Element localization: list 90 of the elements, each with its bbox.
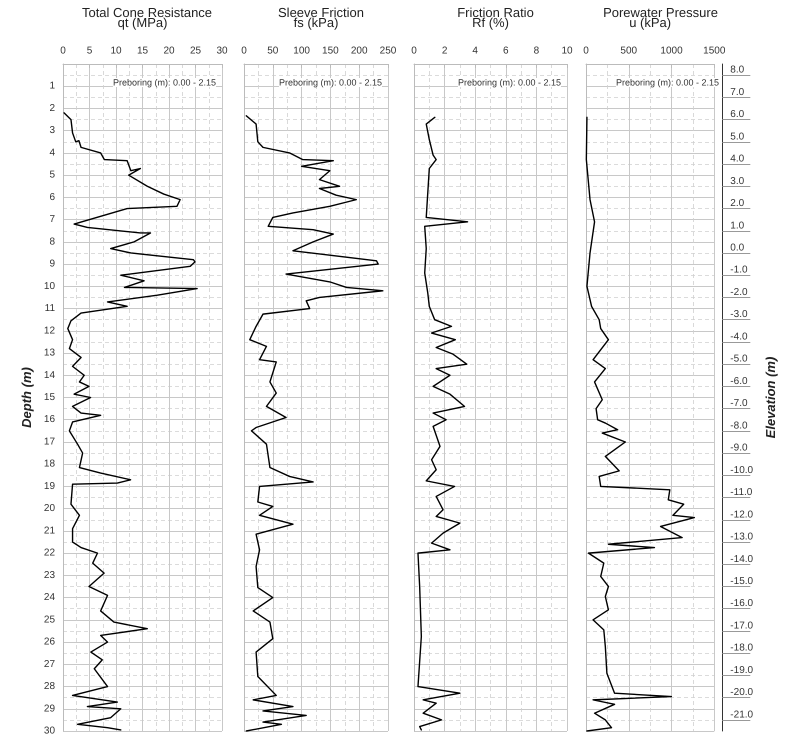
x-tick-label: 0 bbox=[583, 46, 590, 56]
y-tick-label: 30 bbox=[44, 726, 56, 736]
text: -15.0 bbox=[730, 576, 754, 587]
x-tick-label: 8 bbox=[534, 46, 540, 56]
y-tick-label: 6 bbox=[49, 192, 56, 203]
text: -18.0 bbox=[730, 642, 754, 654]
x-tick-label: 150 bbox=[322, 46, 340, 56]
y-tick-label: 19 bbox=[44, 480, 56, 492]
x-tick-label: 0 bbox=[241, 46, 248, 56]
y-tick-label: 8 bbox=[49, 236, 56, 248]
y2-axis-title: Elevation (m) bbox=[763, 356, 778, 438]
y-tick-label: 26 bbox=[44, 636, 56, 648]
text: -10.0 bbox=[730, 464, 754, 476]
y-tick-label: 28 bbox=[44, 681, 56, 692]
text: -5.0 bbox=[730, 354, 748, 365]
y-tick-label: 4 bbox=[49, 147, 56, 158]
y-tick-label: 13 bbox=[44, 348, 56, 359]
text: -13.0 bbox=[730, 532, 754, 543]
y-tick-label: 24 bbox=[44, 592, 56, 604]
x-tick-label: 50 bbox=[267, 46, 279, 56]
text: -17.0 bbox=[730, 620, 754, 632]
y-tick-label: 23 bbox=[44, 570, 56, 581]
text: 2.0 bbox=[730, 198, 744, 210]
text: -1.0 bbox=[730, 264, 748, 276]
y-axis-title: Depth (m) bbox=[19, 367, 34, 428]
x-tick-label: 4 bbox=[472, 46, 478, 56]
x-tick-label: 0 bbox=[60, 46, 66, 56]
y-tick-label: 21 bbox=[44, 525, 56, 536]
text: 1.0 bbox=[730, 220, 744, 232]
x-tick-label: 1500 bbox=[703, 46, 726, 56]
text: -9.0 bbox=[730, 442, 748, 454]
text: -2.0 bbox=[730, 286, 748, 298]
text: 6.0 bbox=[730, 109, 744, 120]
text: -6.0 bbox=[730, 376, 748, 387]
y-tick-label: 22 bbox=[44, 548, 56, 559]
x-tick-label: 200 bbox=[350, 46, 368, 56]
x-tick-label: 5 bbox=[86, 46, 93, 56]
y-tick-label: 9 bbox=[49, 258, 56, 270]
text: 5.0 bbox=[730, 131, 744, 142]
y-tick-label: 10 bbox=[44, 280, 56, 292]
x-tick-label: 1000 bbox=[660, 46, 684, 56]
x-tick-label: 250 bbox=[380, 46, 397, 56]
x-tick-label: 15 bbox=[136, 46, 149, 56]
y-tick-label: 1 bbox=[49, 80, 56, 92]
x-tick-label: 6 bbox=[503, 46, 510, 56]
x-tick-label: 100 bbox=[293, 46, 310, 56]
y-tick-label: 5 bbox=[49, 170, 56, 181]
y-tick-label: 16 bbox=[44, 414, 56, 426]
y-tick-label: 17 bbox=[44, 436, 56, 448]
text: -11.0 bbox=[730, 487, 752, 498]
text: -20.0 bbox=[730, 687, 754, 698]
text: 4.0 bbox=[730, 154, 744, 165]
text: 7.0 bbox=[730, 86, 744, 98]
y-tick-label: 29 bbox=[44, 703, 56, 714]
line-series bbox=[63, 112, 198, 731]
x-tick-label: 10 bbox=[561, 46, 573, 56]
x-tick-label: 20 bbox=[163, 46, 176, 56]
text: 0.0 bbox=[730, 242, 744, 254]
annotation: Preboring (m): 0.00 - 2.15 bbox=[616, 78, 720, 88]
text: -7.0 bbox=[730, 398, 748, 410]
text: 3.0 bbox=[730, 176, 744, 187]
annotation: Preboring (m): 0.00 - 2.15 bbox=[278, 78, 382, 88]
text: -4.0 bbox=[730, 331, 748, 342]
annotation: Preboring (m): 0.00 - 2.15 bbox=[112, 78, 216, 88]
y-tick-label: 18 bbox=[44, 458, 56, 470]
y-tick-label: 7 bbox=[49, 214, 56, 226]
text: -19.0 bbox=[730, 664, 754, 676]
text: 8.0 bbox=[730, 64, 744, 76]
x-tick-label: 30 bbox=[216, 46, 228, 56]
y-tick-label: 27 bbox=[44, 658, 56, 670]
x-tick-label: 2 bbox=[442, 46, 448, 56]
y-tick-label: 25 bbox=[44, 614, 56, 626]
text: -21.0 bbox=[730, 709, 754, 720]
x-tick-label: 0 bbox=[411, 46, 418, 56]
y-tick-label: 11 bbox=[44, 303, 56, 314]
text: -3.0 bbox=[730, 309, 748, 320]
annotation: Preboring (m): 0.00 - 2.15 bbox=[458, 78, 562, 88]
x-tick-label: 500 bbox=[620, 46, 638, 56]
y-tick-label: 15 bbox=[44, 392, 56, 403]
y-tick-label: 3 bbox=[49, 125, 56, 136]
y-tick-label: 20 bbox=[44, 503, 56, 514]
text: -12.0 bbox=[730, 509, 754, 520]
text: -8.0 bbox=[730, 420, 748, 432]
x-tick-label: 10 bbox=[110, 46, 122, 56]
text: -14.0 bbox=[730, 554, 754, 565]
y-tick-label: 12 bbox=[44, 325, 56, 336]
y-tick-label: 14 bbox=[44, 370, 56, 381]
y-tick-label: 2 bbox=[49, 102, 56, 114]
x-tick-label: 25 bbox=[190, 46, 202, 56]
text: -16.0 bbox=[730, 598, 754, 610]
